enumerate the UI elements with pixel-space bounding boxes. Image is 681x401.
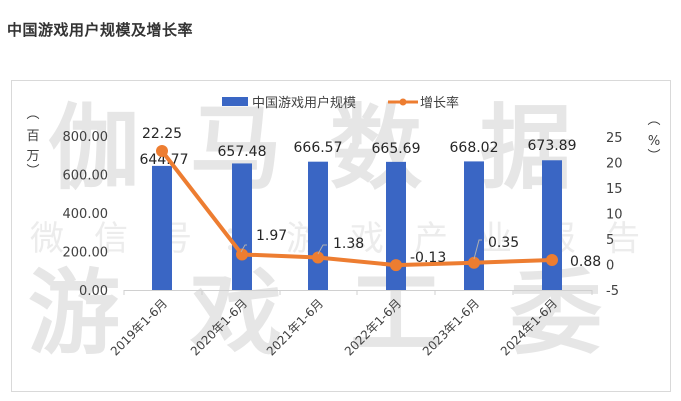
line-marker — [156, 145, 168, 158]
watermark-text: 伽 — [48, 95, 140, 202]
y-left-label: ︵ — [26, 107, 39, 122]
bar — [464, 161, 484, 290]
y-left-label: 百 — [26, 129, 39, 144]
y-right-label: ︵ — [647, 113, 660, 128]
y-right-tick: 25 — [606, 131, 623, 146]
label-leader-line — [240, 244, 247, 253]
bar — [232, 163, 252, 290]
watermark-text: 微 — [30, 219, 64, 259]
y-right-tick: -5 — [606, 284, 619, 299]
legend-bar-swatch — [222, 97, 248, 106]
bar — [308, 161, 328, 290]
line-marker — [236, 248, 248, 261]
y-left-tick: 200.00 — [63, 246, 109, 261]
legend-line-label: 增长率 — [420, 95, 459, 111]
legend-bar-label: 中国游戏用户规模 — [252, 95, 356, 111]
line-marker — [390, 259, 402, 272]
y-left-label: 万 — [26, 149, 39, 164]
y-left-tick: 400.00 — [63, 207, 109, 222]
label-leader-line — [317, 244, 327, 255]
bar-data-label: 665.69 — [372, 141, 421, 157]
bar — [152, 165, 172, 290]
y-right-tick: 15 — [606, 182, 623, 197]
y-left-tick: 600.00 — [63, 169, 109, 184]
y-right-label: ︶ — [647, 149, 660, 164]
y-left-tick: 0.00 — [79, 284, 108, 299]
bar-data-label: 668.02 — [450, 140, 499, 156]
line-marker — [312, 251, 324, 264]
watermark-text: 游 — [28, 260, 120, 367]
watermark-text: 告 — [606, 219, 640, 259]
watermark-text: 数 — [330, 95, 422, 202]
y-right-tick: 10 — [606, 208, 623, 223]
bar-data-label: 644.77 — [140, 152, 189, 168]
bar — [386, 161, 406, 290]
bar-data-label: 673.89 — [528, 138, 577, 154]
line-marker — [546, 254, 558, 267]
y-right-tick: 5 — [606, 233, 614, 248]
line-data-label: 1.97 — [256, 228, 287, 244]
bar — [542, 160, 562, 290]
bar-data-label: 666.57 — [294, 140, 343, 156]
bar-data-label: 657.48 — [218, 144, 267, 160]
watermark-text: 信 — [94, 219, 128, 259]
y-left-label: ︶ — [26, 164, 39, 179]
watermark-text: 产 — [414, 219, 448, 259]
chart-frame — [11, 80, 671, 392]
page-title: 中国游戏用户规模及增长率 — [7, 21, 194, 39]
growth-line — [160, 149, 553, 268]
line-data-label: 0.88 — [570, 254, 601, 270]
line-data-label: 22.25 — [142, 126, 182, 142]
y-right-tick: 20 — [606, 157, 623, 172]
legend-line-marker — [399, 98, 407, 106]
y-right-label: % — [648, 134, 660, 149]
line-data-label: 0.35 — [488, 235, 519, 251]
y-right-tick: 0 — [606, 259, 614, 274]
label-leader-line — [473, 239, 482, 260]
line-data-label: 1.38 — [333, 236, 364, 252]
watermark-text: 戏 — [350, 219, 384, 259]
line-data-label: -0.13 — [410, 250, 446, 266]
line-marker — [468, 256, 480, 269]
y-left-tick: 800.00 — [63, 130, 109, 145]
